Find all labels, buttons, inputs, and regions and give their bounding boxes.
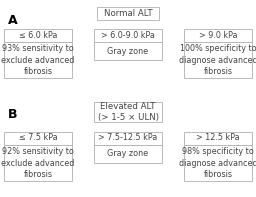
Text: ≤ 6.0 kPa: ≤ 6.0 kPa [19,31,57,40]
Text: Gray zone: Gray zone [108,150,148,159]
Bar [97,7,159,20]
Bar [184,29,252,42]
Bar [184,132,252,145]
Text: 100% specificity to
diagnose advanced
fibrosis: 100% specificity to diagnose advanced fi… [179,44,256,76]
Text: Gray zone: Gray zone [108,46,148,56]
Bar [4,132,72,145]
Bar [94,42,162,60]
Bar [184,145,252,181]
Text: > 12.5 kPa: > 12.5 kPa [196,134,240,142]
Bar [94,145,162,163]
Text: 98% specificity to
diagnose advanced
fibrosis: 98% specificity to diagnose advanced fib… [179,147,256,179]
Text: > 7.5-12.5 kPa: > 7.5-12.5 kPa [98,134,158,142]
Text: Normal ALT: Normal ALT [104,8,152,18]
Bar [4,29,72,42]
Bar [94,102,162,122]
Bar [4,42,72,78]
Bar [4,145,72,181]
Text: 92% sensitivity to
exclude advanced
fibrosis: 92% sensitivity to exclude advanced fibr… [1,147,75,179]
Text: > 6.0-9.0 kPa: > 6.0-9.0 kPa [101,31,155,40]
Text: Elevated ALT
(> 1-5 × ULN): Elevated ALT (> 1-5 × ULN) [98,102,158,122]
Text: 93% sensitivity to
exclude advanced
fibrosis: 93% sensitivity to exclude advanced fibr… [1,44,75,76]
Bar [184,42,252,78]
Bar [94,29,162,42]
Text: ≤ 7.5 kPa: ≤ 7.5 kPa [19,134,57,142]
Text: A: A [8,14,18,27]
Bar [94,132,162,145]
Text: B: B [8,108,17,121]
Text: > 9.0 kPa: > 9.0 kPa [199,31,237,40]
